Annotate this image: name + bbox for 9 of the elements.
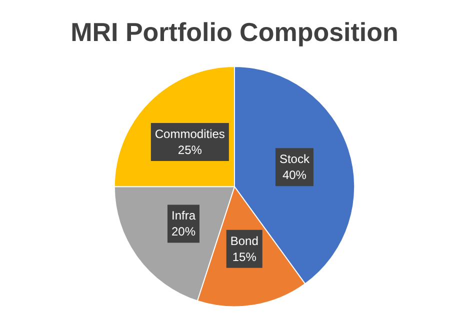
data-label: 20% bbox=[171, 224, 196, 239]
data-label: 40% bbox=[282, 168, 307, 182]
slice-label: Commodities bbox=[154, 127, 225, 142]
slice-label: Infra bbox=[171, 208, 196, 223]
slice-label: Stock bbox=[279, 152, 310, 166]
chart-title: MRI Portfolio Composition bbox=[70, 17, 398, 47]
data-label: 25% bbox=[178, 143, 202, 158]
data-label: 15% bbox=[232, 250, 257, 264]
slice-label: Bond bbox=[230, 234, 258, 248]
